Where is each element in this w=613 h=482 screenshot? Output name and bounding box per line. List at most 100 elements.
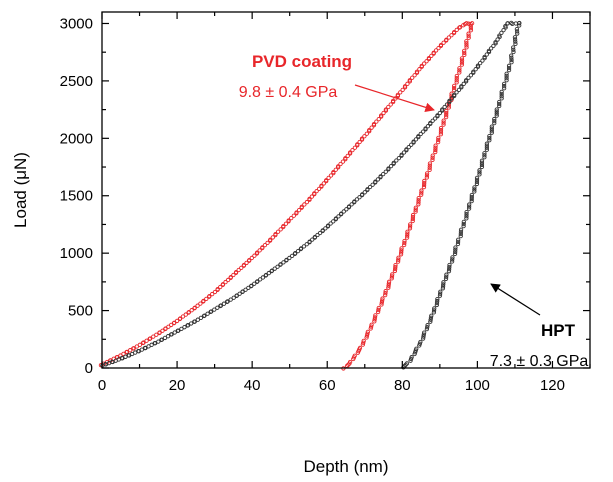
x-tick-labels: 0 20 40 60 80 100 120	[98, 377, 565, 394]
data-point	[165, 334, 171, 339]
data-point	[331, 169, 336, 175]
data-point	[307, 196, 312, 202]
annotation-hpt-arrow	[490, 283, 541, 316]
data-point	[451, 87, 457, 93]
data-point	[468, 73, 474, 78]
data-point	[499, 30, 504, 36]
data-point	[182, 325, 187, 330]
data-point	[416, 202, 421, 207]
data-point	[427, 167, 432, 173]
data-point	[468, 26, 473, 31]
data-point	[479, 160, 485, 165]
data-point	[407, 224, 413, 229]
data-point	[451, 92, 457, 98]
data-point	[474, 179, 480, 185]
data-point	[399, 246, 404, 251]
data-point	[438, 132, 444, 137]
data-point	[497, 99, 502, 105]
data-point	[405, 233, 410, 238]
data-point	[499, 89, 504, 95]
data-point	[198, 315, 204, 320]
data-point	[202, 313, 207, 318]
data-point	[434, 302, 439, 308]
data-point	[416, 200, 421, 205]
data-point	[421, 334, 426, 339]
data-point	[360, 342, 365, 347]
data-point	[398, 90, 403, 95]
data-point	[270, 235, 275, 240]
data-point	[430, 153, 435, 158]
data-point	[299, 204, 304, 209]
data-point	[320, 228, 325, 233]
data-point	[252, 253, 257, 258]
data-point	[444, 272, 449, 277]
data-point	[406, 144, 411, 150]
data-point	[312, 191, 317, 196]
data-point	[429, 53, 434, 58]
data-point	[506, 63, 512, 68]
data-point	[451, 85, 457, 91]
data-point	[443, 276, 449, 281]
data-point	[172, 330, 177, 335]
data-point	[367, 128, 372, 133]
data-point	[159, 337, 165, 342]
data-point	[124, 349, 130, 355]
data-point	[462, 48, 467, 53]
data-point	[441, 40, 446, 45]
data-point	[427, 161, 433, 166]
data-point	[436, 137, 441, 143]
data-point	[424, 59, 429, 64]
data-point	[360, 192, 365, 197]
data-point	[376, 116, 381, 122]
data-point	[428, 317, 433, 322]
data-point	[484, 145, 490, 150]
data-point	[424, 175, 430, 180]
data-point	[461, 221, 466, 227]
data-point	[501, 81, 507, 87]
data-point	[437, 110, 442, 116]
data-point	[459, 60, 465, 65]
data-point	[228, 297, 233, 302]
data-point	[218, 303, 224, 308]
data-point	[449, 93, 454, 98]
data-point	[497, 103, 502, 109]
y-tick-label: 1500	[60, 188, 93, 205]
data-point	[365, 331, 370, 336]
data-point	[489, 126, 494, 131]
data-point	[461, 219, 466, 225]
annotation-hpt-value: 7.3 ± 0.3 GPa	[490, 353, 589, 370]
data-point	[372, 317, 377, 322]
data-point	[459, 56, 465, 61]
data-point	[225, 299, 230, 304]
data-point	[424, 327, 430, 332]
data-point	[436, 135, 441, 140]
data-point	[372, 315, 378, 320]
data-point	[408, 358, 413, 363]
data-point	[278, 262, 283, 267]
data-point	[437, 293, 443, 298]
data-point	[376, 307, 381, 313]
data-point	[228, 274, 233, 280]
data-point	[192, 319, 197, 324]
data-point	[472, 185, 477, 190]
data-point	[440, 107, 445, 112]
data-point	[478, 60, 483, 66]
data-point	[312, 234, 318, 240]
data-point	[422, 178, 427, 184]
data-point	[396, 155, 402, 161]
data-point	[275, 264, 280, 269]
data-point	[492, 116, 497, 122]
tick-marks	[101, 12, 591, 369]
data-point	[446, 269, 452, 274]
data-point	[341, 209, 346, 214]
data-point	[338, 161, 343, 167]
data-point	[383, 289, 388, 294]
data-point	[464, 214, 469, 219]
data-point	[205, 311, 210, 316]
data-point	[225, 277, 231, 283]
data-point	[373, 179, 378, 184]
data-point	[458, 227, 464, 232]
data-point	[480, 58, 485, 63]
data-point	[309, 194, 315, 199]
data-point	[188, 321, 194, 326]
